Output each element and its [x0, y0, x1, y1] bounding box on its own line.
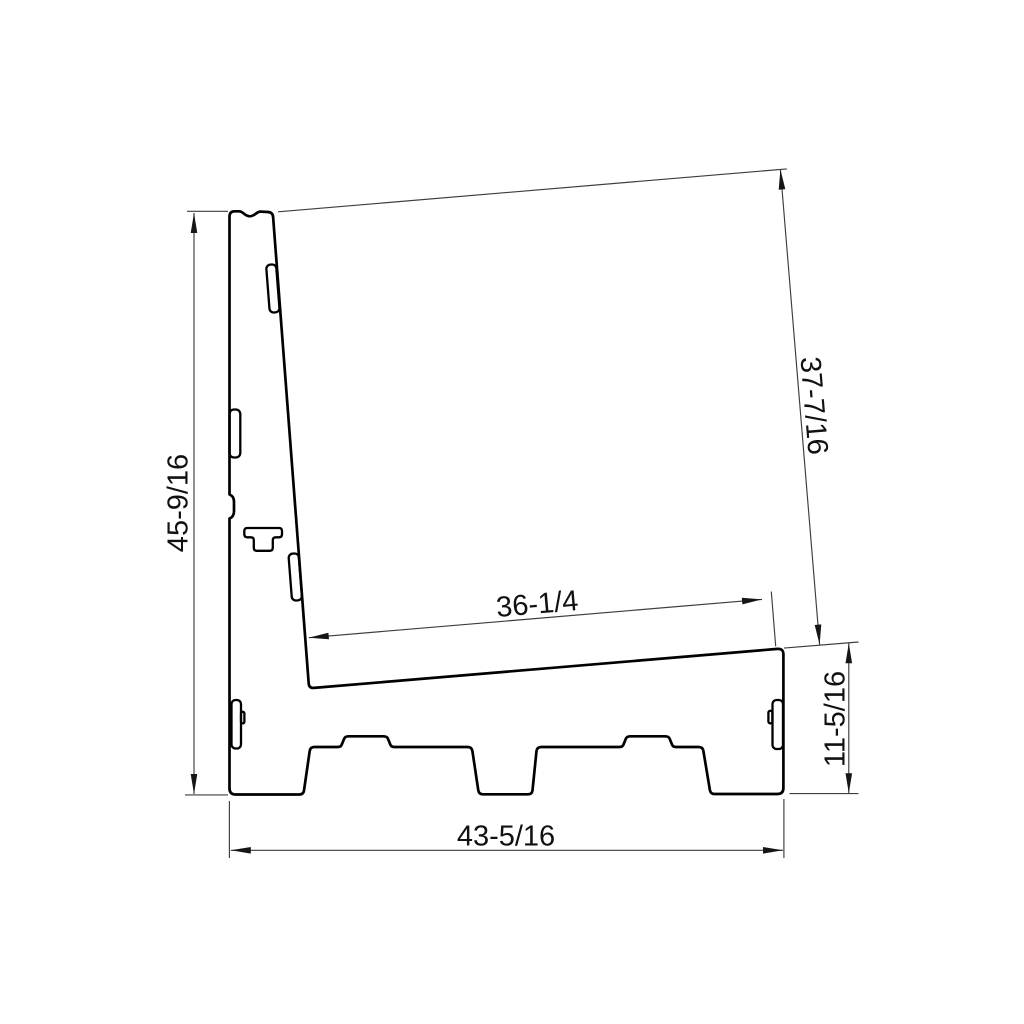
dim-overall-height-label: 45-9/16	[163, 454, 195, 552]
arrowhead-up	[845, 643, 853, 664]
dimension-seat-length: 36-1/4	[308, 585, 777, 647]
arrowhead-right	[741, 597, 762, 605]
arrowhead-left	[308, 632, 329, 640]
dim-overall-width-label: 43-5/16	[457, 821, 555, 853]
dim-seat-height-label: 11-5/16	[820, 671, 852, 767]
slot-base-left	[230, 698, 243, 750]
dim-seat-length-label: 36-1/4	[495, 585, 580, 624]
slot-base-left-tab	[239, 710, 246, 725]
extension-line	[783, 641, 859, 649]
extension-line	[770, 591, 777, 647]
dimension-line	[779, 169, 821, 645]
dimension-seat-height: 11-5/16	[789, 643, 859, 795]
dim-back-length-label: 37-7/16	[793, 355, 833, 456]
arrowhead-left	[230, 847, 251, 854]
slot-back-left-edge	[228, 408, 242, 459]
dimension-back-length: 37-7/16	[277, 168, 859, 649]
slot-base-right-tab	[767, 709, 774, 725]
slot-back-lower	[287, 552, 304, 602]
arrowhead-up	[778, 169, 786, 190]
arrowhead-down	[190, 774, 198, 794]
dimension-line	[308, 598, 763, 639]
arrowhead-right	[763, 847, 783, 854]
dimension-overall-width: 43-5/16	[228, 799, 785, 858]
panel-profile	[228, 209, 785, 796]
arrowhead-down	[814, 624, 822, 645]
slot-back-upper	[265, 263, 281, 314]
extension-line	[277, 168, 787, 213]
arrowhead-down	[845, 773, 853, 794]
dimension-overall-height: 45-9/16	[163, 210, 228, 796]
slot-base-right	[771, 698, 785, 751]
arrowhead-up	[190, 213, 198, 233]
slot-tee	[243, 526, 284, 552]
panel-outline	[228, 209, 785, 796]
